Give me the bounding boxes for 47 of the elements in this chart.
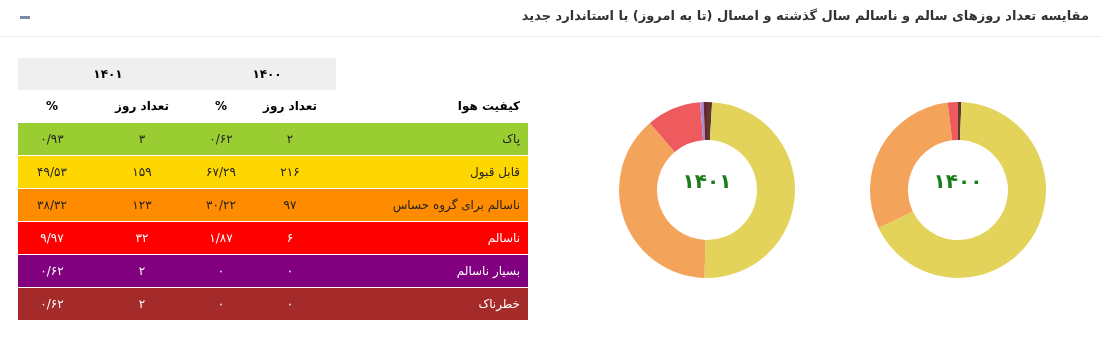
text: ۶ [244,221,337,254]
text: ۰ [198,287,245,320]
text: ۱۴۰۰ [198,58,337,90]
text: ۳۰/۲۲ [198,188,245,221]
text: ۰/۶۲ [198,122,245,155]
text: ناسالم برای گروه حساس [336,188,529,221]
text: تعداد روز [244,90,337,122]
text: ۱۴۰۱ [682,169,732,193]
text: ۳ [86,122,199,155]
text: مقایسه تعداد روزهای سالم و ناسالم سال گذشته و امسال (تا به امروز) با استاندارد جدید [521,8,1089,23]
donut-slice [703,102,707,141]
text: ۰ [198,254,245,287]
donut-slice [947,102,958,141]
text: ۱/۸۷ [198,221,245,254]
text: ۰/۹۳ [18,122,87,155]
text: ۰/۶۲ [18,287,87,320]
donut-slice [700,102,706,141]
text: خطرناک [336,287,529,320]
text: ۲ [244,122,337,155]
text: ۱۴۰۰ [933,169,983,193]
text: % [18,90,87,122]
text: قابل قبول [336,155,529,188]
text: ناسالم [336,221,529,254]
text: تعداد روز [86,90,199,122]
text: پاک [336,122,529,155]
text: ۴۹/۵۳ [18,155,87,188]
text: ۰ [244,254,337,287]
text: بسیار ناسالم [336,254,529,287]
text: ۶۷/۲۹ [198,155,245,188]
text: کیفیت هوا [336,90,529,122]
text: ۳۸/۳۲ [18,188,87,221]
text: ۰ [244,287,337,320]
text: % [198,90,245,122]
donut-slice [650,102,704,152]
text: ۳۲ [86,221,199,254]
text: ۹۷ [244,188,337,221]
donut-slice [707,102,713,141]
text: ۰/۶۲ [18,254,87,287]
text: ۱۴۰۱ [18,58,199,90]
donut-slice [878,102,1046,278]
text: ۱۲۳ [86,188,199,221]
text: ۱۵۹ [86,155,199,188]
donut-slice [958,102,962,141]
text: ۲ [86,254,199,287]
text: ۲ [86,287,199,320]
text: ۲۱۶ [244,155,337,188]
text: ۹/۹۷ [18,221,87,254]
